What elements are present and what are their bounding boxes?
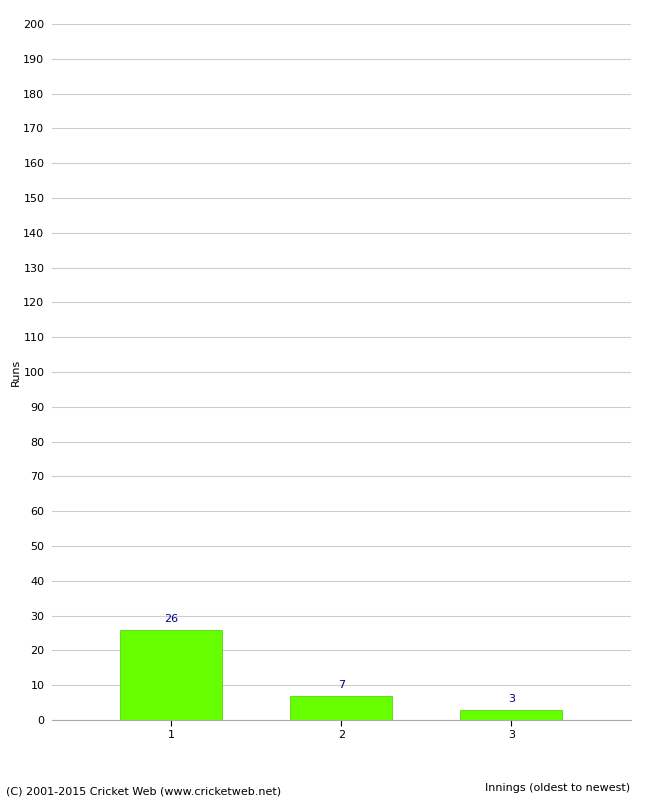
Text: (C) 2001-2015 Cricket Web (www.cricketweb.net): (C) 2001-2015 Cricket Web (www.cricketwe… [6,786,281,796]
Text: 3: 3 [508,694,515,704]
Text: 7: 7 [338,681,344,690]
Y-axis label: Runs: Runs [10,358,20,386]
Bar [460,710,562,720]
Bar [290,696,393,720]
Text: Innings (oldest to newest): Innings (oldest to newest) [486,782,630,793]
Bar [120,630,222,720]
Text: 26: 26 [164,614,178,624]
